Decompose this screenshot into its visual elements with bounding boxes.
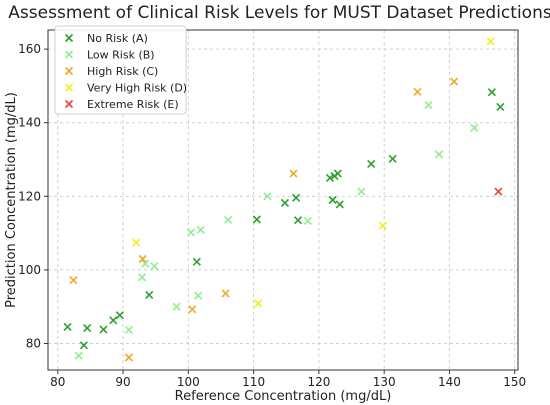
data-point [494,187,503,196]
legend-label: Very High Risk (D) [87,82,187,95]
legend-marker [64,50,74,59]
x-tick-label: 140 [438,375,461,389]
data-point [137,273,147,282]
data-point [186,228,196,237]
y-tick-label: 80 [26,337,41,351]
data-point [252,215,261,224]
data-point [83,323,92,333]
data-point [188,305,197,314]
data-point [291,193,301,202]
data-point [145,290,154,300]
data-point [470,123,479,132]
data-point [325,173,335,182]
x-tick-label: 150 [503,375,526,389]
plot-frame [47,29,519,371]
data-point [69,276,78,285]
y-tick-label: 160 [18,42,41,56]
data-point [74,351,83,360]
data-point [109,316,118,325]
data-point [124,325,134,334]
data-point [378,221,387,230]
data-point [280,198,290,208]
x-tick-label: 130 [373,375,396,389]
data-points [63,37,505,362]
data-point [293,216,303,225]
data-point [496,102,505,111]
data-point [388,154,397,163]
chart-title: Assessment of Clinical Risk Levels for M… [8,3,550,23]
grid-lines [48,30,518,370]
data-point [138,254,147,263]
data-point [254,299,263,308]
data-point [434,150,444,159]
data-point [335,200,344,209]
data-point [263,192,272,201]
data-point [192,257,201,266]
data-point [224,215,233,224]
data-point [141,259,150,268]
data-point [132,238,141,247]
legend-label: High Risk (C) [87,65,158,78]
x-tick-label: 110 [242,375,265,389]
legend-marker [64,33,74,43]
data-point [449,77,459,86]
data-point [333,169,342,178]
legend-marker [64,66,74,76]
data-point [424,100,433,110]
y-tick-label: 140 [18,116,41,130]
legend-label: Low Risk (B) [87,49,155,62]
data-point [150,262,159,271]
legend-label: No Risk (A) [87,32,148,45]
chart-legend: No Risk (A) Low Risk (B) High Risk (C) Very… [54,25,187,115]
data-point [99,325,108,334]
data-point [194,291,203,300]
data-point [303,216,312,226]
x-tick-label: 90 [115,375,130,389]
axis-ticks: 80 90 100 110 120 130 140 150 80 100 120 140 160 [18,42,526,389]
data-point [328,195,337,205]
data-point [367,159,376,169]
data-point [79,341,88,350]
data-point [221,289,230,298]
data-point [63,322,72,332]
data-point [486,37,495,46]
data-point [357,187,366,196]
x-tick-label: 80 [50,375,65,389]
legend-marker [64,83,74,92]
y-tick-label: 120 [18,189,41,203]
data-point [124,353,134,362]
legend-label: Extreme Risk (E) [87,98,179,111]
y-axis-label: Prediction Concentration (mg/dL) [4,92,19,308]
data-point [487,88,496,97]
y-tick-label: 100 [18,263,41,277]
x-tick-label: 120 [307,375,330,389]
x-tick-label: 100 [177,375,200,389]
legend-box [54,25,187,115]
data-point [413,87,422,96]
data-point [196,225,205,234]
data-point [289,169,298,178]
data-point [115,311,124,320]
x-axis-label: Reference Concentration (mg/dL) [175,389,392,404]
data-point [172,302,181,311]
legend-marker [64,99,74,109]
